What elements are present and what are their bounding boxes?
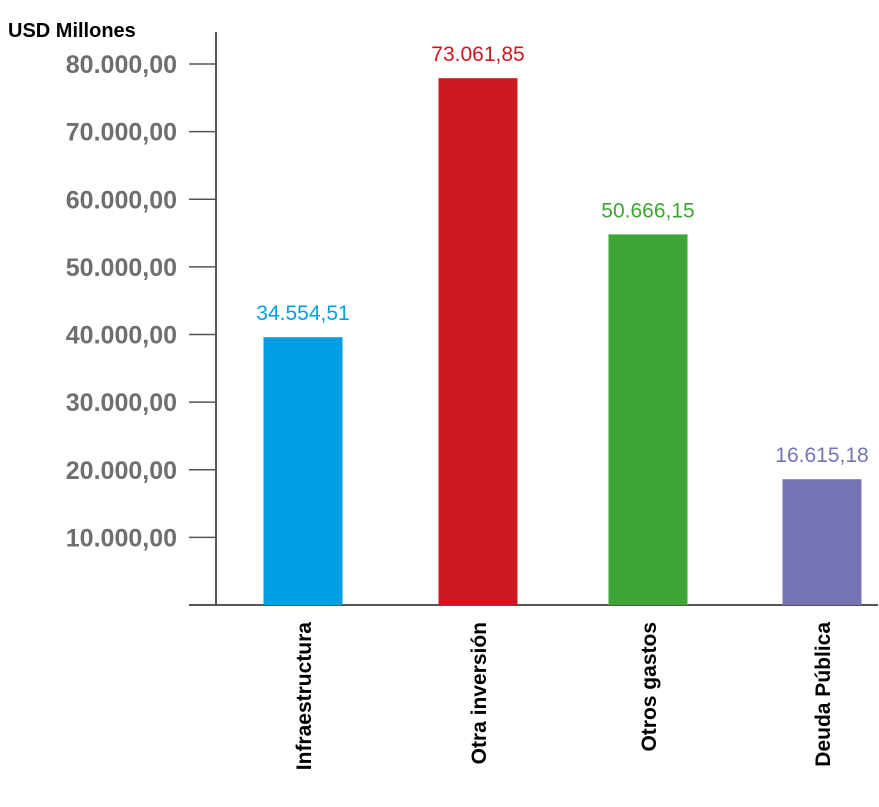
category-label: Otros gastos [638, 622, 661, 752]
y-tick-label: 70.000,00 [66, 119, 177, 147]
bar-value-label: 50.666,15 [601, 199, 694, 222]
y-tick-label: 50.000,00 [66, 254, 177, 282]
y-tick-label: 10.000,00 [66, 524, 177, 552]
y-axis-ticks: 10.000,00 20.000,00 30.000,00 40.000,00 50.0… [66, 51, 216, 552]
bar [782, 479, 862, 605]
y-tick-label: 80.000,00 [66, 51, 177, 79]
bar [263, 337, 343, 605]
category-labels: Infraestructura Otra inversión Otros gasto… [293, 622, 835, 771]
y-tick-label: 30.000,00 [66, 389, 177, 417]
y-tick-label: 20.000,00 [66, 457, 177, 485]
bar-value-label: 16.615,18 [775, 444, 868, 467]
category-label: Infraestructura [293, 622, 316, 771]
bar [608, 234, 688, 606]
category-label: Otra inversión [468, 622, 491, 764]
category-label: Deuda Pública [812, 622, 835, 767]
bar-value-label: 34.554,51 [256, 302, 349, 325]
y-tick-label: 60.000,00 [66, 186, 177, 214]
y-axis-unit-label: USD Millones [8, 20, 136, 42]
y-tick-label: 40.000,00 [66, 322, 177, 350]
bar-value-label: 73.061,85 [431, 43, 524, 66]
bar [438, 78, 518, 606]
bars [263, 78, 862, 606]
data-labels: 34.554,51 73.061,85 50.666,15 16.615,18 [256, 43, 868, 467]
